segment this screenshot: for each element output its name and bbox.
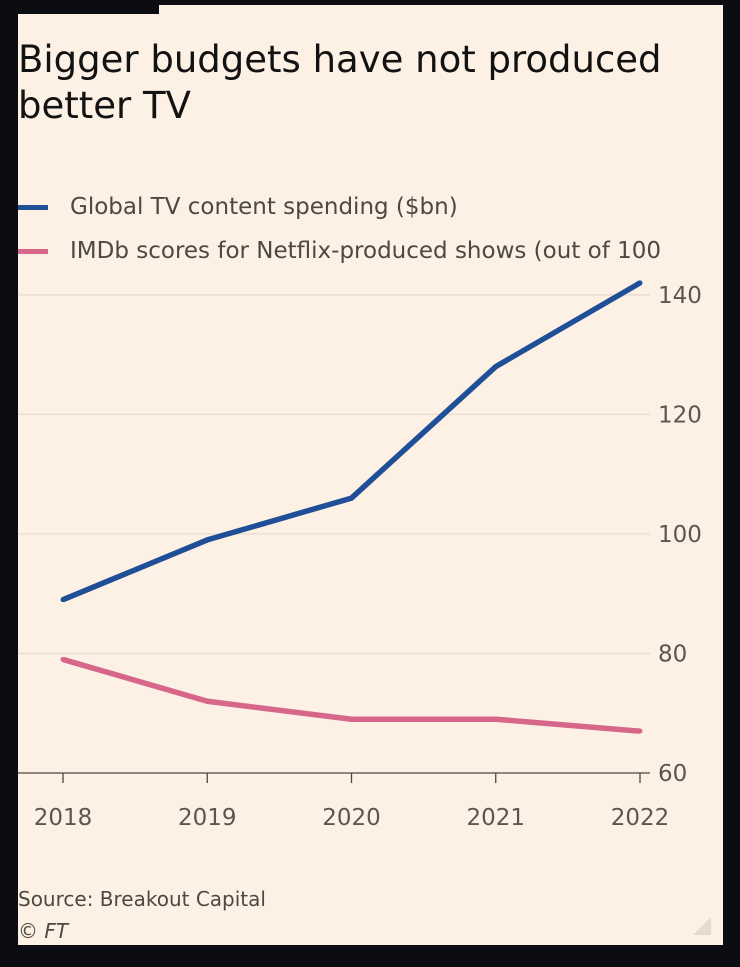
series-1-point-2019	[204, 698, 210, 704]
x-tick-label-2018: 2018	[34, 805, 93, 831]
chart-title: Bigger budgets have not produced better …	[18, 38, 662, 127]
y-tick-label-120: 120	[658, 402, 702, 428]
line-chart: 140 120 100 80 60 2018 2019 2020 2021 2022	[18, 280, 702, 831]
y-tick-label-60: 60	[658, 761, 687, 787]
y-tick-label-100: 100	[658, 522, 702, 548]
series-0-point-2021	[493, 364, 499, 370]
series-1-point-2021	[493, 716, 499, 722]
series-0-point-2019	[204, 537, 210, 543]
chart-legend: Global TV content spending ($bn) IMDb sc…	[18, 185, 723, 273]
resize-handle-icon[interactable]	[693, 917, 711, 935]
legend-label-imdb: IMDb scores for Netflix-produced shows (…	[70, 238, 662, 264]
y-tick-label-140: 140	[658, 283, 702, 309]
legend-item-spending: Global TV content spending ($bn)	[18, 185, 723, 229]
series-1-point-2018	[60, 656, 66, 662]
series-1-point-2020	[349, 716, 354, 722]
top-accent-bar	[18, 5, 159, 14]
legend-swatch-spending	[18, 204, 48, 210]
series-line-0	[61, 280, 642, 603]
x-tick-label-2021: 2021	[466, 805, 525, 831]
x-tick-label-2020: 2020	[322, 805, 381, 831]
legend-item-imdb: IMDb scores for Netflix-produced shows (…	[18, 229, 723, 273]
series-0-point-2020	[349, 495, 354, 501]
legend-label-spending: Global TV content spending ($bn)	[70, 194, 458, 220]
legend-swatch-imdb	[18, 248, 48, 254]
series-0-point-2018	[60, 597, 66, 603]
series-0-point-2022	[637, 280, 643, 286]
x-tick-label-2022: 2022	[611, 805, 670, 831]
y-tick-label-80: 80	[658, 641, 687, 667]
series-1-point-2022	[637, 728, 643, 734]
source-note: Source: Breakout Capital	[18, 887, 266, 911]
chart-frame: Bigger budgets have not produced better …	[18, 5, 723, 945]
credit-note: © FT	[18, 919, 69, 943]
x-tick-label-2019: 2019	[178, 805, 237, 831]
